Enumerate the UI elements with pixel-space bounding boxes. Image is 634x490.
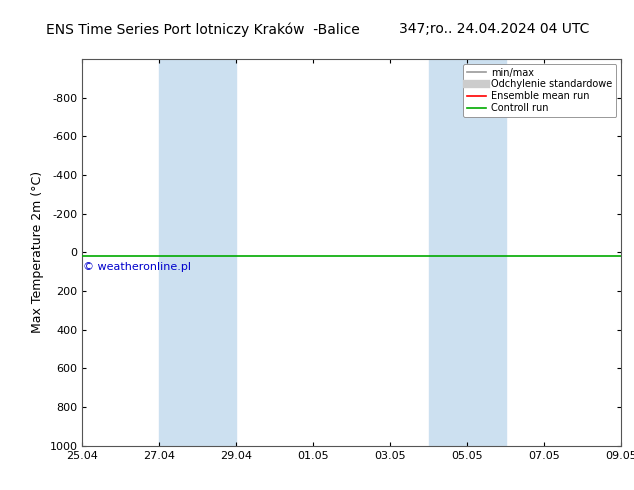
- Legend: min/max, Odchylenie standardowe, Ensemble mean run, Controll run: min/max, Odchylenie standardowe, Ensembl…: [463, 64, 616, 117]
- Bar: [429, 59, 506, 446]
- Text: © weatheronline.pl: © weatheronline.pl: [83, 262, 191, 272]
- Bar: [159, 59, 236, 446]
- Y-axis label: Max Temperature 2m (°C): Max Temperature 2m (°C): [31, 172, 44, 333]
- Text: ENS Time Series Port lotniczy Kraków  -Balice: ENS Time Series Port lotniczy Kraków -Ba…: [46, 22, 359, 37]
- Text: 347;ro.. 24.04.2024 04 UTC: 347;ro.. 24.04.2024 04 UTC: [399, 22, 590, 36]
